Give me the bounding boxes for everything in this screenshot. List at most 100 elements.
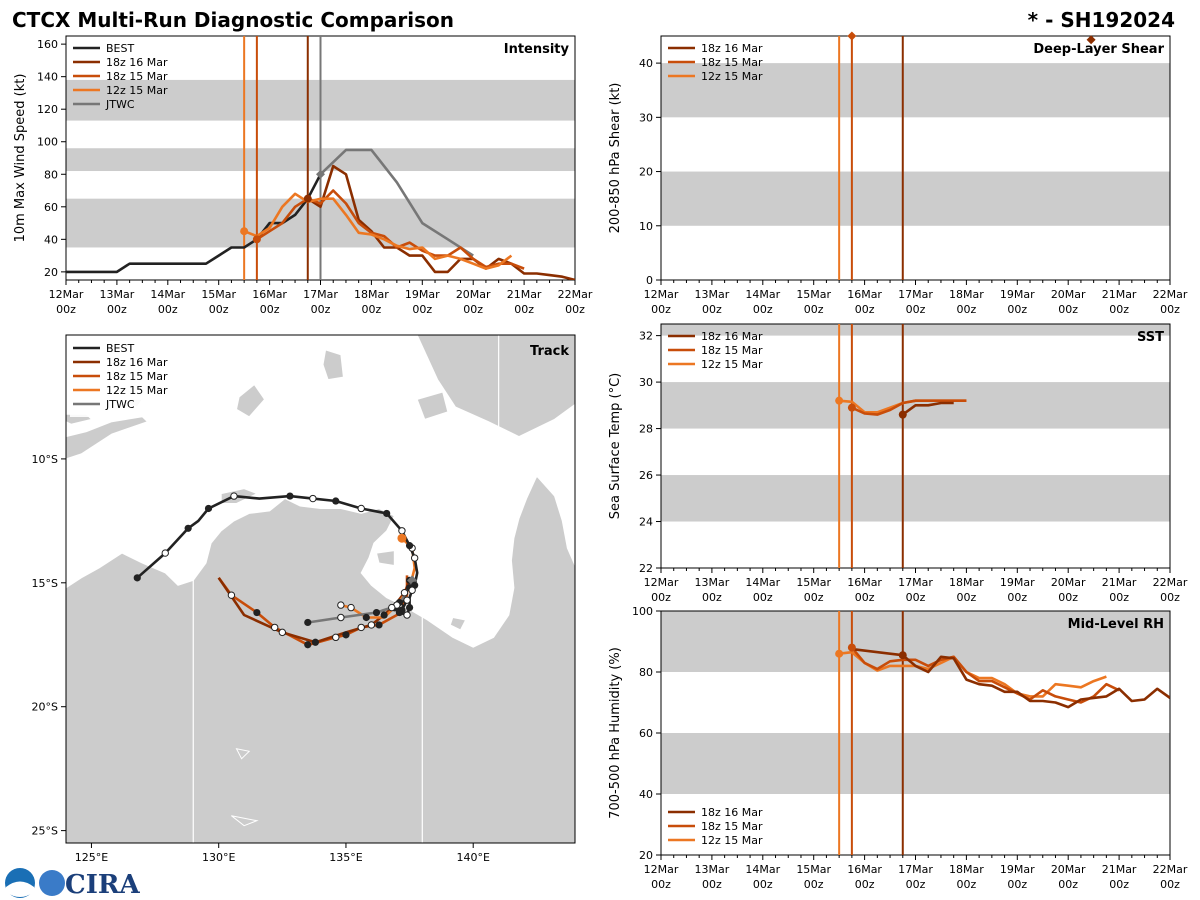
track-point-00z	[332, 497, 340, 505]
x-tick-label: 22Mar	[1153, 863, 1188, 876]
series-line	[851, 399, 967, 416]
salt-lake	[231, 815, 259, 827]
y-tick-label: 100	[37, 136, 58, 149]
track-point-12z	[357, 504, 365, 513]
series-marker	[252, 235, 261, 244]
y-tick-label: 120	[37, 103, 58, 116]
storm-id: * - SH192024	[1028, 8, 1175, 32]
shear-panel: 12Mar 00z 13Mar 00z 14Mar 00z 15Mar 00z 16Mar 00z…	[608, 31, 1188, 316]
y-tick-label: 140	[37, 71, 58, 84]
x-tick-label: 12Mar	[49, 288, 84, 301]
x-tick-label: 15Mar	[201, 288, 236, 301]
track-point-12z	[278, 628, 287, 637]
x-tick-label: 00z	[702, 878, 722, 891]
series-line	[850, 646, 1120, 704]
x-tick-label: 12Mar	[644, 576, 679, 589]
dolak-island	[416, 391, 449, 420]
x-tick-label: 00z	[906, 878, 926, 891]
track-point-12z	[337, 613, 345, 622]
x-tick-label: 17Mar	[898, 863, 933, 876]
x-tick-label: 00z	[753, 878, 773, 891]
x-tick-label: 19Mar	[1000, 863, 1035, 876]
track-point-12z	[332, 633, 340, 642]
x-tick-label: 00z	[957, 878, 977, 891]
axes-frame	[65, 334, 576, 844]
legend-label: JTWC	[105, 98, 135, 111]
y-tick-label: 30	[639, 111, 653, 124]
series-line	[307, 164, 575, 280]
track-point-00z	[253, 608, 261, 617]
y-tick-label: 20	[44, 266, 58, 279]
y-tick-label: 22	[639, 562, 653, 575]
legend-label: JTWC	[105, 398, 135, 411]
x-tick-label: 00z	[753, 303, 773, 316]
x-tick-label: 21Mar	[1102, 863, 1137, 876]
x-tick-label: 00z	[855, 591, 875, 604]
series-line	[902, 401, 954, 416]
track-point-00z	[375, 621, 383, 629]
x-tick-label: 13Mar	[100, 288, 135, 301]
x-tick-label: 00z	[1058, 303, 1078, 316]
track-point-12z	[337, 601, 345, 609]
x-tick-label: 19Mar	[1000, 288, 1035, 301]
legend-label: 18z 16 Mar	[106, 356, 168, 369]
x-tick-label: 13Mar	[695, 863, 730, 876]
x-tick-label: 16Mar	[252, 288, 287, 301]
legend-label: 18z 16 Mar	[701, 330, 763, 343]
series-line	[319, 148, 474, 257]
track-point-00z	[184, 524, 192, 532]
salt-lake	[235, 748, 251, 760]
x-tick-label: 00z	[804, 591, 824, 604]
x-tick-label: 17Mar	[898, 576, 933, 589]
legend-label: 18z 16 Mar	[701, 42, 763, 55]
y-tick-label: 30	[639, 376, 653, 389]
x-tick-label: 00z	[514, 303, 534, 316]
legend-label: 18z 16 Mar	[106, 56, 168, 69]
x-tick-label: 00z	[855, 878, 875, 891]
cira-logo: CIRA	[5, 868, 140, 900]
figure-title: CTCX Multi-Run Diagnostic Comparison	[12, 8, 454, 32]
y-axis-label: 10m Max Wind Speed (kt)	[13, 74, 28, 243]
legend-label: 18z 15 Mar	[701, 820, 763, 833]
y-tick-label: 160	[37, 38, 58, 51]
x-tick-label: 00z	[107, 303, 127, 316]
x-tick-label: 12Mar	[644, 863, 679, 876]
x-tick-label: 21Mar	[1102, 576, 1137, 589]
y-tick-label: 24	[639, 516, 653, 529]
x-tick-label: 22Mar	[558, 288, 593, 301]
x-tick-label: 00z	[1007, 591, 1027, 604]
legend-label: 18z 16 Mar	[701, 806, 763, 819]
track-point-00z	[342, 631, 350, 639]
x-tick-label: 20Mar	[1051, 288, 1086, 301]
y-tick-label: 20	[639, 849, 653, 862]
y-tick-label: 28	[639, 423, 653, 436]
x-tick-label: 00z	[1160, 303, 1180, 316]
track-point-00z	[383, 509, 391, 518]
x-tick-label: 00z	[906, 591, 926, 604]
series-group	[66, 148, 575, 280]
shade-band	[661, 324, 1170, 336]
series-marker	[898, 410, 907, 419]
series-marker	[1086, 35, 1096, 45]
x-tick-label: 12Mar	[644, 288, 679, 301]
x-tick-label: 00z	[463, 303, 483, 316]
track-point-00z	[304, 618, 312, 627]
legend-label: 12z 15 Mar	[701, 358, 763, 371]
x-tick-label: 00z	[957, 303, 977, 316]
series-group	[838, 646, 1170, 709]
y-tick-label: 20°S	[32, 701, 58, 714]
track-point-00z	[304, 641, 312, 649]
track-point-00z	[398, 606, 406, 614]
x-tick-label: 22Mar	[1153, 288, 1188, 301]
x-tick-label: 21Mar	[1102, 288, 1137, 301]
x-tick-label: 00z	[855, 303, 875, 316]
series-marker	[240, 227, 249, 236]
aru-island	[322, 349, 344, 381]
x-tick-label: 00z	[651, 878, 671, 891]
series-marker	[316, 169, 325, 179]
y-tick-label: 32	[639, 330, 653, 343]
series-marker	[847, 643, 856, 652]
x-tick-label: 13Mar	[695, 576, 730, 589]
x-tick-label: 00z	[753, 591, 773, 604]
x-tick-label: 00z	[158, 303, 178, 316]
